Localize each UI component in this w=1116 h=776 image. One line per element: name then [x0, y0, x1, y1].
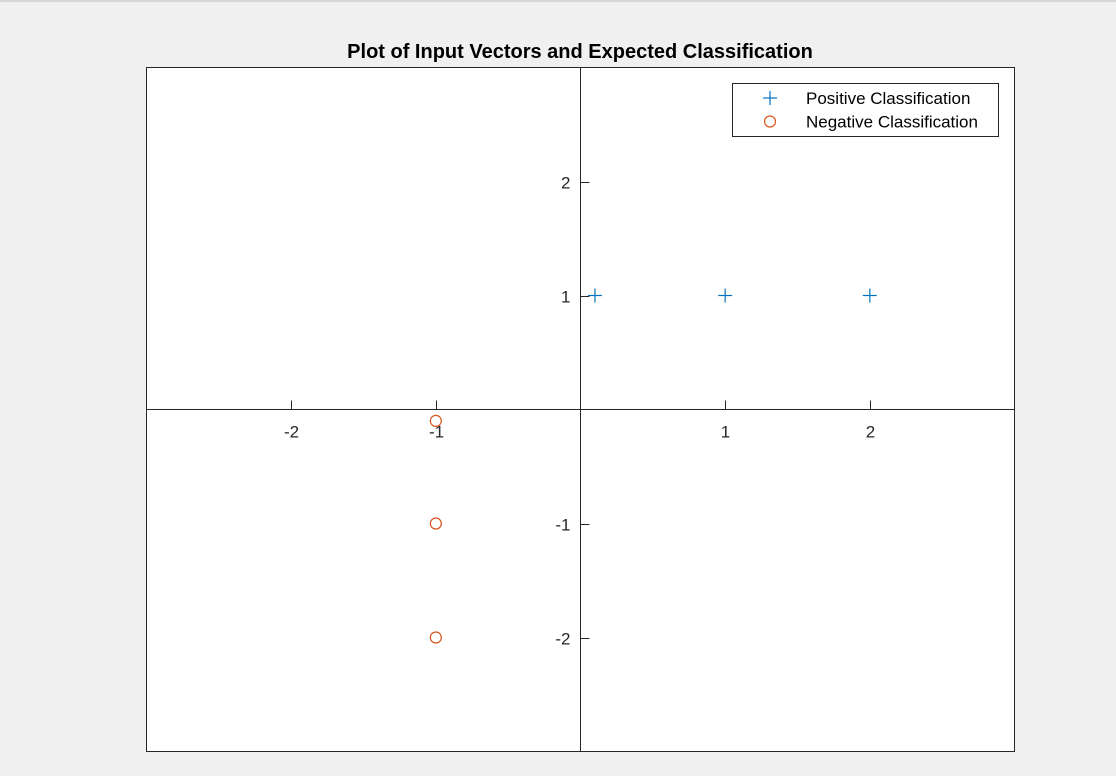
y-tick-label: 2 — [561, 174, 570, 193]
chart-title: Plot of Input Vectors and Expected Class… — [347, 41, 813, 63]
x-tick-label: 2 — [866, 423, 875, 442]
y-tick-label: -1 — [555, 516, 570, 535]
legend-marker-1 — [763, 115, 777, 128]
positive-point — [862, 288, 877, 303]
negative-point — [429, 414, 442, 427]
x-tick-label: -2 — [284, 423, 299, 442]
negative-point — [429, 517, 442, 530]
positive-point — [718, 288, 733, 303]
y-tick-label: -2 — [555, 630, 570, 649]
negative-point — [429, 631, 442, 644]
y-tick-label: 1 — [561, 288, 570, 307]
legend[interactable]: Positive Classification Negative Classifi… — [732, 83, 999, 137]
window-top-border — [0, 0, 1116, 2]
legend-marker-0 — [763, 91, 777, 105]
marks-group — [429, 288, 877, 644]
legend-label-1: Negative Classification — [806, 113, 978, 132]
legend-label-0: Positive Classification — [806, 89, 970, 108]
positive-point — [587, 288, 602, 303]
ticks-group: -2 -1 1 2 2 1 -1 -2 — [284, 174, 875, 649]
x-tick-label: 1 — [721, 423, 730, 442]
legend-box — [732, 83, 999, 137]
legend-items: Positive Classification Negative Classifi… — [763, 89, 978, 132]
x-tick-label: -1 — [429, 423, 444, 442]
